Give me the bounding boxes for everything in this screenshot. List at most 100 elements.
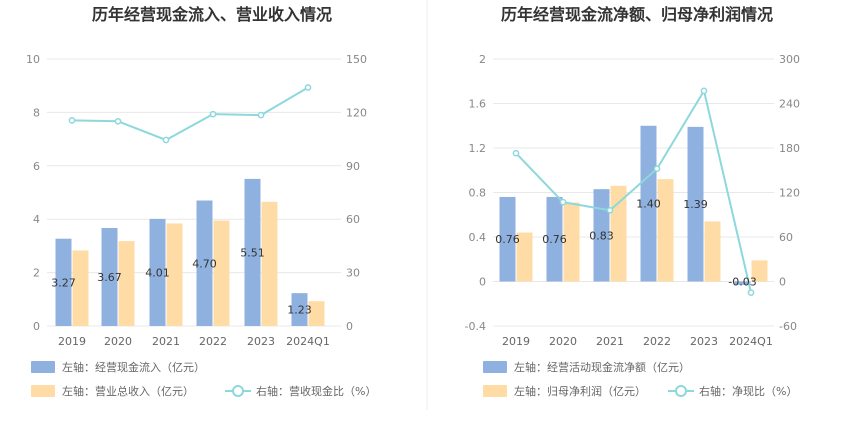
right-axis-tick-label: 30 [346,267,360,280]
right-axis-tick-label: 60 [346,213,360,226]
legend-label[interactable]: 右轴：营收现金比（%） [256,384,376,398]
line-point [512,149,520,157]
line-series [71,86,309,142]
bar-left-series [593,189,610,282]
category-label: 2021 [152,335,180,348]
net-cashflow-profit-chart: 历年经营现金流净额、归母净利润情况 -0.4 0 0.4 0.8 1.2 1.6 2 -60 0 6… [465,5,800,398]
category-label: 2020 [104,335,132,348]
bar-data-label: 1.40 [636,198,661,211]
bar-data-label: 4.01 [145,266,170,279]
left-axis-tick-label: 0 [33,320,40,333]
right-axis-tick-label: 300 [779,53,800,66]
right-axis-tick-label: 120 [779,187,800,200]
left-axis-tick-label: 0.4 [469,231,487,244]
category-label: 2022 [199,335,227,348]
line-point [162,136,170,144]
bar-right-series [563,202,580,282]
bar-left-series [55,238,72,326]
legend-line-marker [232,385,244,397]
chart-title: 历年经营现金流净额、归母净利润情况 [501,5,773,24]
bar-left-series [640,125,657,282]
bar-data-label: 0.83 [589,229,614,242]
bar-left-series [734,281,751,285]
bar-data-label: 5.51 [240,246,265,259]
right-axis-tick-label: 0 [779,276,786,289]
right-axis-tick-label: 60 [779,231,793,244]
bar-right-series [751,260,768,282]
category-label: 2019 [58,335,86,348]
bar-left-series [196,200,213,326]
legend-swatch [31,385,55,397]
left-axis-tick-label: -0.4 [465,320,486,333]
category-label: 2024Q1 [729,335,773,348]
category-label: 2023 [247,335,275,348]
line-point [606,206,614,214]
left-axis-tick-label: 1.2 [469,142,487,155]
bar-right-series [118,241,135,326]
left-axis-tick-label: 6 [33,160,40,173]
bar-left-series [149,218,166,326]
line-point [559,198,567,206]
right-axis-tick-label: 0 [346,320,353,333]
legend-label[interactable]: 左轴：经营活动现金流净额（亿元） [514,360,690,374]
line-point [114,117,122,125]
line-point [700,87,708,95]
line-point [653,165,661,173]
bar-right-series [308,301,325,326]
right-axis-tick-label: 150 [346,53,367,66]
legend-swatch [483,385,507,397]
bar-data-label: 3.27 [51,276,76,289]
line-point [68,117,76,124]
bar-left-series [687,126,704,282]
bar-right-series [261,201,278,326]
left-axis-tick-label: 0 [479,276,486,289]
right-axis-tick-label: 240 [779,98,800,111]
bar-right-series [610,185,627,282]
bar-data-label: 1.23 [287,304,312,317]
left-axis-tick-label: 2 [479,53,486,66]
left-axis-tick-label: 1.6 [469,98,487,111]
left-axis-tick-label: 4 [33,213,40,226]
bar-data-label: 0.76 [542,233,567,246]
bar-right-series [516,232,533,282]
cash-inflow-revenue-chart: 历年经营现金流入、营业收入情况 0 2 4 6 8 10 0 30 60 90 120 150 2019 2… [26,5,376,398]
legend-line-marker [675,385,687,397]
bar-left-series [546,196,563,282]
bar-left-series [244,178,261,326]
category-label: 2021 [596,335,624,348]
bar-data-label: 1.39 [683,198,708,211]
right-axis-tick-label: 90 [346,160,360,173]
bar-data-label: 0.76 [495,233,520,246]
line-point [209,110,217,118]
legend-label[interactable]: 左轴：归母净利润（亿元） [514,384,646,398]
legend-label[interactable]: 右轴：净现比（%） [699,384,797,398]
bar-right-series [213,220,230,326]
bar-left-series [101,228,118,326]
left-axis-tick-label: 2 [33,267,40,280]
line-point [257,111,265,119]
right-axis-tick-label: -60 [779,320,797,333]
line-point [747,289,755,296]
left-axis-tick-label: 0.8 [469,187,487,200]
line-series [515,88,752,293]
bar-data-label: 4.70 [192,257,217,270]
line-point [304,84,312,91]
bar-left-series [499,196,516,282]
left-axis-tick-label: 10 [26,53,40,66]
legend-label[interactable]: 左轴：经营现金流入（亿元） [62,360,205,374]
bar-right-series [166,223,183,326]
category-label: 2019 [502,335,530,348]
category-label: 2024Q1 [286,335,330,348]
chart-title: 历年经营现金流入、营业收入情况 [92,5,332,24]
right-axis-tick-label: 180 [779,142,800,155]
bar-right-series [72,250,89,326]
bar-right-series [704,221,721,282]
category-label: 2020 [549,335,577,348]
bar-data-label: 3.67 [97,271,122,284]
category-label: 2023 [690,335,718,348]
legend-swatch [483,361,507,373]
legend-label[interactable]: 左轴：营业总收入（亿元） [62,384,194,398]
category-label: 2022 [643,335,671,348]
legend-swatch [31,361,55,373]
